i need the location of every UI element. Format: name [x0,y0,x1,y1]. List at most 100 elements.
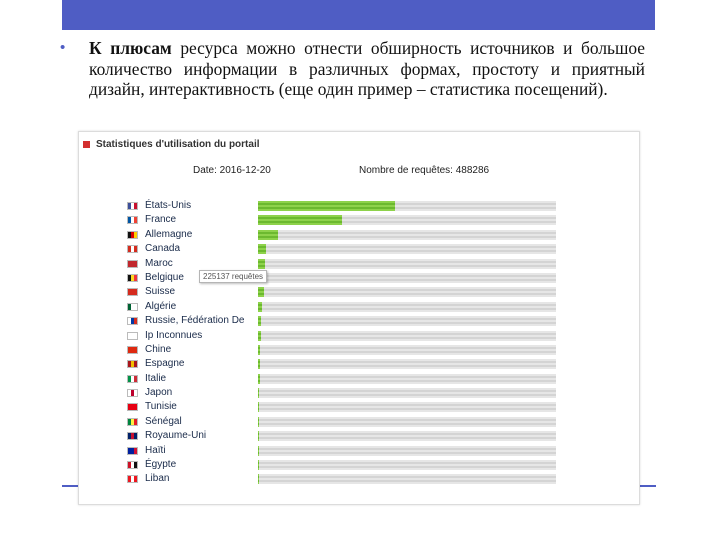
bullet-bold-text: К плюсам [89,38,172,58]
chart-row[interactable]: Ip Inconnues [125,329,565,343]
bar-track [258,344,556,355]
chart-row[interactable]: Royaume-Uni [125,429,565,443]
bar-track [258,330,556,341]
flag-icon [127,259,138,268]
bar[interactable] [258,431,259,442]
chart-row[interactable]: Japon [125,386,565,400]
country-label: Tunisie [145,401,177,413]
flag-icon [127,331,138,340]
country-label: Japon [145,387,173,399]
chart-row[interactable]: Haïti [125,444,565,458]
bar-track [258,402,556,413]
chart-row[interactable]: Tunisie [125,400,565,414]
chart-row[interactable]: Canada [125,242,565,256]
bar[interactable] [258,474,259,485]
chart-row[interactable]: Italie [125,372,565,386]
bar-track [258,373,556,384]
bar[interactable] [258,359,260,370]
bar-track [258,287,556,298]
decorative-line-right [640,485,656,487]
panel-title: Statistiques d'utilisation du portail [83,139,260,150]
bar[interactable] [258,344,261,355]
chart-row[interactable]: Belgique [125,271,565,285]
country-label: Allemagne [145,228,193,240]
country-label: Algérie [145,300,177,312]
bar[interactable] [258,416,259,427]
bar[interactable] [258,316,262,327]
bar[interactable] [258,460,259,471]
bar[interactable] [258,258,266,269]
chart-row[interactable]: Égypte [125,458,565,472]
chart-row[interactable]: France [125,213,565,227]
bar-track [258,388,556,399]
chart-row[interactable]: Algérie [125,300,565,314]
country-label: Canada [145,243,181,255]
bar-track [258,416,556,427]
bar[interactable] [258,201,396,211]
flag-icon [127,417,138,426]
bar[interactable] [258,229,278,240]
bar[interactable] [258,287,264,298]
bar-track [258,445,556,456]
bar-tooltip: 225137 requêtes [199,270,268,283]
flag-icon [127,345,138,354]
bar-track [258,359,556,370]
flag-icon [127,374,138,383]
bar[interactable] [258,402,260,413]
chart-row[interactable]: Espagne [125,357,565,371]
bar-track [258,215,556,226]
chart-row[interactable]: Maroc [125,257,565,271]
chart-row[interactable]: Liban [125,472,565,486]
country-label: Royaume-Uni [145,430,207,442]
flag-icon [127,446,138,455]
chart-row[interactable]: Allemagne [125,228,565,242]
requests-count-text: Nombre de requêtes: 488286 [359,165,490,176]
country-label: Haïti [145,444,166,456]
bar-track [258,301,556,312]
bar[interactable] [258,388,260,399]
flag-icon [127,475,138,484]
decorative-line-left [62,485,78,487]
flag-icon [127,202,138,210]
bar-track [258,272,556,283]
country-label: Égypte [145,459,177,471]
bar[interactable] [258,330,261,341]
flag-icon [127,461,138,470]
flag-icon [127,216,138,225]
chart-row[interactable]: Russie, Fédération De [125,314,565,328]
bullet-text: К плюсам ресурса можно отнести обширност… [89,38,645,100]
country-label: Russie, Fédération De [145,315,245,327]
bar-track [258,460,556,471]
chart-row[interactable]: Chine [125,343,565,357]
flag-icon [127,273,138,282]
chart-row[interactable]: États-Unis [125,199,565,213]
bar[interactable] [258,244,266,255]
bar-track [258,316,556,327]
bar-track [258,431,556,442]
title-square-icon [83,141,90,148]
bar[interactable] [258,215,343,226]
bar-track [258,258,556,269]
bullet-paragraph: • К плюсам ресурса можно отнести обширно… [60,38,645,100]
country-label: Italie [145,372,167,384]
bar[interactable] [258,445,259,456]
flag-icon [127,389,138,398]
country-label: États-Unis [145,200,192,211]
chart-row[interactable]: Suisse [125,285,565,299]
bar-track [258,229,556,240]
chart-row[interactable]: Sénégal [125,415,565,429]
bar[interactable] [258,301,263,312]
flag-icon [127,288,138,297]
bar-track [258,201,556,211]
country-label: Suisse [145,286,176,298]
country-bar-chart: États-Unis France Allemagne Canada Maroc Belg… [125,199,565,487]
flag-icon [127,245,138,254]
country-label: Maroc [145,257,173,269]
bullet-body-text: ресурса можно отнести обширность источни… [89,38,645,99]
country-label: Belgique [145,271,184,283]
bar[interactable] [258,373,260,384]
panel-title-text: Statistiques d'utilisation du portail [96,139,260,150]
country-label: Espagne [145,358,185,370]
flag-icon [127,317,138,326]
flag-icon [127,302,138,311]
